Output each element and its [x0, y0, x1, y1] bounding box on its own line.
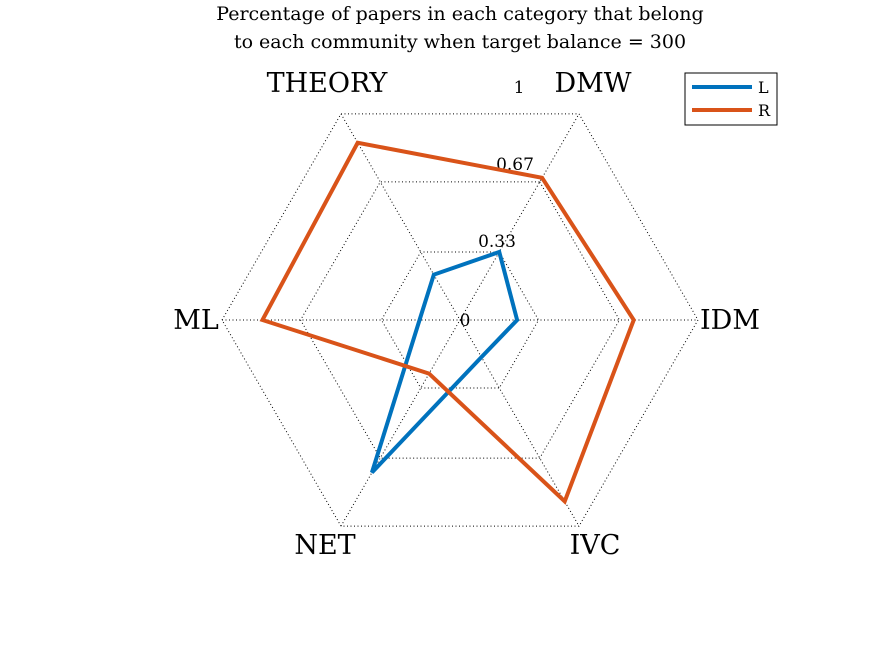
chart-subtitle: to each community when target balance = … — [234, 31, 686, 53]
category-label-dmw: DMW — [554, 68, 631, 99]
category-labels: DMW IDM IVC NET ML THEORY — [173, 68, 760, 561]
series-line-r — [259, 140, 636, 505]
legend: L R — [684, 72, 778, 126]
legend-label-l: L — [758, 78, 769, 97]
category-label-theory: THEORY — [267, 68, 389, 99]
series-lines — [259, 140, 636, 505]
category-label-idm: IDM — [700, 305, 760, 336]
radial-tick-labels: 00.330.671 — [460, 78, 534, 331]
tick-label-0: 0 — [460, 311, 471, 331]
chart-title-group: Percentage of papers in each category th… — [216, 3, 703, 53]
grid-spoke-ivc — [340, 113, 580, 527]
category-label-ml: ML — [173, 305, 219, 336]
category-label-net: NET — [294, 530, 355, 561]
tick-label-1: 1 — [514, 78, 525, 98]
category-label-ivc: IVC — [570, 530, 621, 561]
series-line-l — [370, 249, 520, 474]
chart-title: Percentage of papers in each category th… — [216, 3, 703, 25]
legend-box — [684, 72, 778, 126]
tick-label-0-33: 0.33 — [478, 232, 516, 252]
legend-label-r: R — [758, 101, 771, 120]
grid — [221, 113, 699, 527]
grid-ring-0-33 — [380, 251, 540, 389]
